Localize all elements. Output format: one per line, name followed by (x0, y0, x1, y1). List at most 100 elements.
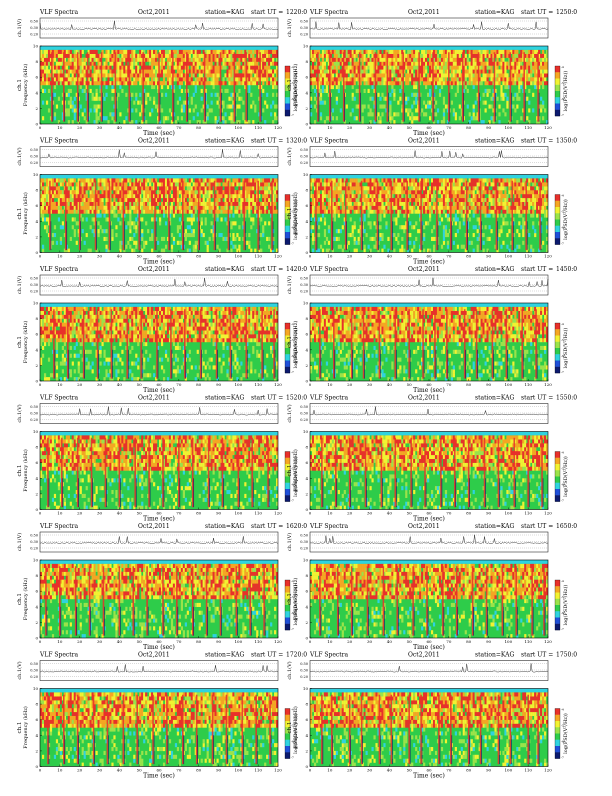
heatmap-cell (354, 66, 356, 70)
heatmap-cell (389, 116, 391, 120)
heatmap-cell (310, 77, 312, 81)
heatmap-cell (149, 50, 151, 54)
heatmap-cell (544, 54, 546, 58)
heatmap-cell (76, 210, 78, 214)
heatmap-cell (121, 54, 123, 58)
heatmap-cell (224, 112, 226, 116)
x-tick-label: 110 (524, 125, 532, 130)
x-tick-label: 90 (486, 125, 492, 130)
heatmap-cell (127, 194, 129, 198)
heatmap-cell (219, 178, 221, 182)
heatmap-cell (217, 54, 219, 58)
heatmap-cell (326, 210, 328, 214)
heatmap-cell (179, 198, 181, 202)
heatmap-cell (80, 105, 82, 109)
heatmap-cell (248, 241, 250, 245)
heatmap-cell (92, 198, 94, 202)
heatmap-cell (364, 50, 366, 54)
heatmap-cell (98, 190, 100, 194)
heatmap-cell (516, 69, 518, 73)
heatmap-cell (219, 186, 221, 190)
heatmap-cell (326, 116, 328, 120)
heatmap-cell (42, 178, 44, 182)
heatmap-cell (391, 58, 393, 62)
heatmap-cell (66, 108, 68, 112)
heatmap-cell (92, 93, 94, 97)
heatmap-cell (189, 58, 191, 62)
heatmap-cell (405, 54, 407, 58)
heatmap-cell (127, 210, 129, 214)
heatmap-cell (40, 206, 42, 210)
heatmap-cell (236, 182, 238, 186)
heatmap-cell (433, 194, 435, 198)
heatmap-cell (350, 217, 352, 221)
heatmap-cell (169, 50, 171, 54)
heatmap-cell (143, 186, 145, 190)
heatmap-cell (222, 66, 224, 70)
heatmap-cell (181, 58, 183, 62)
heatmap-cell (391, 85, 393, 89)
heatmap-cell (219, 210, 221, 214)
heatmap-cell (435, 85, 437, 89)
heatmap-cell (439, 73, 441, 77)
heatmap-cell (498, 81, 500, 85)
heatmap-cell (56, 69, 58, 73)
heatmap-cell (324, 73, 326, 77)
heatmap-cell (215, 50, 217, 54)
heatmap-cell (350, 190, 352, 194)
heatmap-cell (177, 73, 179, 77)
heatmap-cell (336, 210, 338, 214)
heatmap-cell (96, 89, 98, 93)
heatmap-cell (512, 66, 514, 70)
heatmap-cell (74, 206, 76, 210)
heatmap-cell (528, 108, 530, 112)
heatmap-cell (348, 198, 350, 202)
heatmap-cell (496, 73, 498, 77)
heatmap-cell (518, 58, 520, 62)
heatmap-cell (44, 58, 46, 62)
heatmap-cell (516, 93, 518, 97)
heatmap-cell (532, 108, 534, 112)
heatmap-cell (147, 229, 149, 233)
heatmap-cell (429, 93, 431, 97)
heatmap-cell (514, 69, 516, 73)
heatmap-cell (387, 206, 389, 210)
heatmap-cell (191, 66, 193, 70)
heatmap-cell (248, 190, 250, 194)
heatmap-cell (352, 85, 354, 89)
heatmap-cell (500, 62, 502, 66)
heatmap-cell (328, 178, 330, 182)
heatmap-cell (334, 77, 336, 81)
heatmap-cell (338, 202, 340, 206)
heatmap-cell (354, 237, 356, 241)
heatmap-cell (185, 206, 187, 210)
heatmap-cell (46, 225, 48, 229)
heatmap-cell (222, 54, 224, 58)
heatmap-cell (46, 69, 48, 73)
heatmap-cell (224, 81, 226, 85)
heatmap-cell (467, 81, 469, 85)
heatmap-cell (370, 81, 372, 85)
heatmap-cell (54, 112, 56, 116)
heatmap-cell (427, 190, 429, 194)
heatmap-cell (161, 93, 163, 97)
heatmap-cell (197, 54, 199, 58)
heatmap-cell (217, 178, 219, 182)
heatmap-cell (109, 112, 111, 116)
heatmap-cell (215, 54, 217, 58)
heatmap-cell (135, 62, 137, 66)
heatmap-cell (131, 186, 133, 190)
heatmap-cell (121, 73, 123, 77)
heatmap-cell (135, 229, 137, 233)
heatmap-cell (423, 233, 425, 237)
heatmap-cell (165, 73, 167, 77)
heatmap-cell (121, 81, 123, 85)
heatmap-cell (439, 182, 441, 186)
heatmap-cell (435, 66, 437, 70)
heatmap-cell (500, 77, 502, 81)
heatmap-cell (143, 202, 145, 206)
heatmap-cell (252, 62, 254, 66)
heatmap-cell (238, 62, 240, 66)
heatmap-cell (427, 101, 429, 105)
heatmap-cell (191, 229, 193, 233)
